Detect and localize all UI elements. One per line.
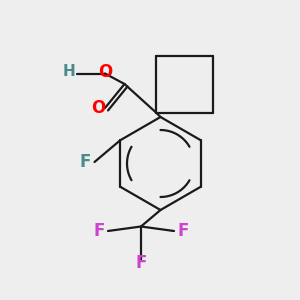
Text: F: F [135,254,147,272]
Text: F: F [93,222,105,240]
Text: O: O [91,99,106,117]
Text: H: H [62,64,75,80]
Text: F: F [80,153,91,171]
Text: O: O [98,63,112,81]
Text: F: F [177,222,189,240]
